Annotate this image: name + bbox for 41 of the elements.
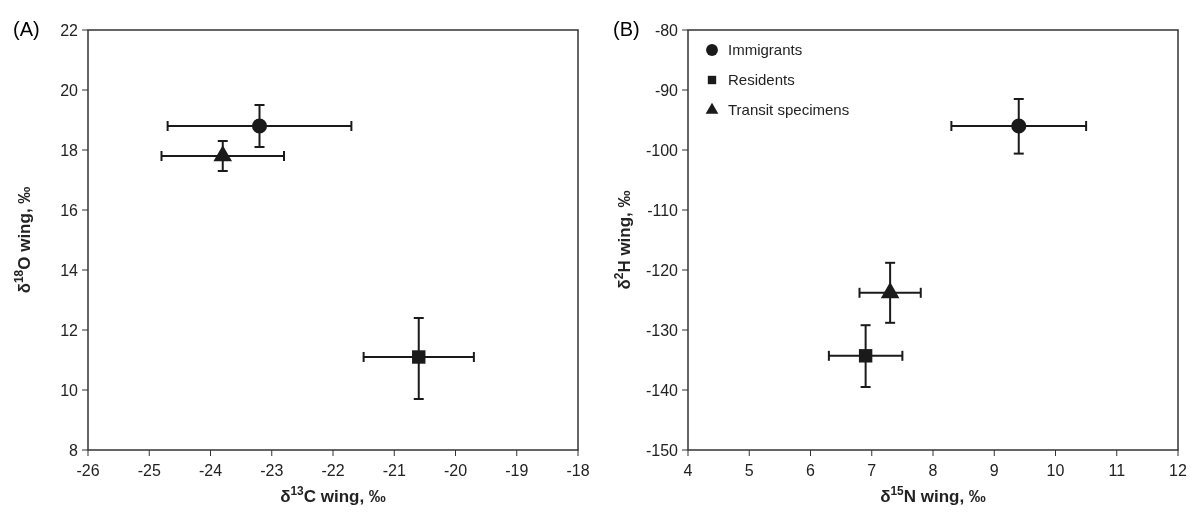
- chart-title: (B): [613, 18, 640, 40]
- x-tick-label: -20: [443, 462, 468, 479]
- x-tick-label: 9: [989, 462, 999, 479]
- x-tick-label: -26: [76, 462, 100, 479]
- x-tick-label: 5: [744, 462, 754, 479]
- y-tick-label: -120: [645, 261, 679, 279]
- chart-title: (A): [13, 18, 40, 40]
- y-tick-label: 12: [60, 321, 79, 339]
- x-tick-label: -21: [382, 462, 406, 479]
- x-tick-label: 10: [1046, 462, 1065, 479]
- y-tick-label: 20: [60, 81, 79, 99]
- x-axis-title: δ$^{15}$N wing, ‰: [880, 484, 986, 506]
- y-tick-label: -100: [645, 141, 679, 159]
- x-tick-label: 6: [806, 462, 816, 479]
- x-tick-label: 8: [928, 462, 938, 479]
- legend-label: Transit specimens: [728, 101, 850, 119]
- x-tick-label: 11: [1108, 462, 1126, 479]
- y-tick-label: 22: [60, 21, 79, 39]
- y-tick-label: -110: [647, 201, 679, 219]
- y-tick-label: 10: [60, 381, 79, 399]
- x-tick-label: -23: [260, 462, 284, 479]
- x-tick-label: 12: [1169, 462, 1187, 479]
- y-tick-label: 8: [69, 441, 79, 459]
- legend-label: Immigrants: [728, 41, 803, 59]
- y-tick-label: 14: [60, 261, 79, 279]
- y-tick-label: -150: [645, 441, 679, 459]
- y-tick-label: -130: [645, 321, 679, 339]
- x-tick-label: -19: [505, 462, 529, 479]
- y-tick-label: -140: [645, 381, 679, 399]
- x-axis-title: δ$^{13}$C wing, ‰: [280, 484, 386, 506]
- y-tick-label: 16: [60, 201, 79, 219]
- x-tick-label: -25: [137, 462, 161, 479]
- x-tick-label: -24: [198, 462, 223, 479]
- y-tick-label: -80: [654, 21, 679, 39]
- x-tick-label: -18: [566, 462, 590, 479]
- legend-label: Residents: [728, 71, 795, 89]
- y-tick-label: 18: [60, 141, 79, 159]
- x-tick-label: -22: [321, 462, 345, 479]
- x-tick-label: 7: [867, 462, 877, 479]
- x-tick-label: 4: [683, 462, 693, 479]
- y-tick-label: -90: [654, 81, 679, 99]
